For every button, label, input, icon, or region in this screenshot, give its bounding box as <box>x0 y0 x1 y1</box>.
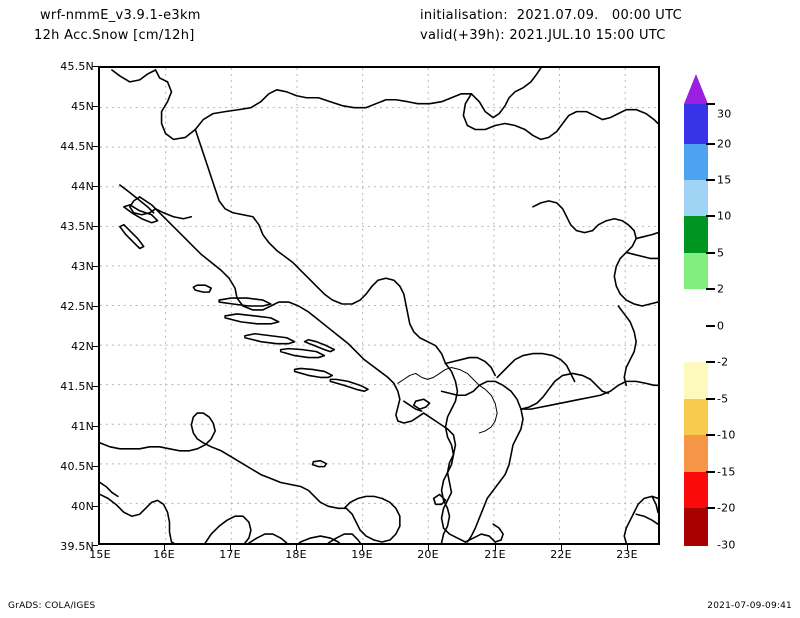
y-axis-tick <box>92 226 98 227</box>
render-timestamp: 2021-07-09-09:41 <box>707 601 792 611</box>
colorbar-tick <box>706 507 715 509</box>
colorbar-tick <box>706 103 715 105</box>
colorbar-segment-neg30-neg20 <box>684 508 708 546</box>
y-axis-tick <box>92 386 98 387</box>
y-axis-tick <box>92 146 98 147</box>
colorbar-segment-neg20-neg15 <box>684 472 708 508</box>
model-title: wrf-nmmE_v3.9.1-e3km <box>40 8 201 23</box>
y-axis-label-40N: 40N <box>71 500 94 513</box>
colorbar-tick <box>706 325 715 327</box>
map-canvas <box>100 68 658 543</box>
colorbar-segments <box>684 104 708 546</box>
x-axis-tick <box>296 545 297 551</box>
y-axis-label-45-5N: 45.5N <box>60 60 94 73</box>
colorbar-segment-10-15 <box>684 180 708 216</box>
colorbar[interactable]: 30 20 15 10 5 2 0 -2 -5 -10 -15 -20 -30 <box>684 66 735 551</box>
y-axis-label-42-5N: 42.5N <box>60 300 94 313</box>
y-axis-tick <box>92 466 98 467</box>
x-axis-tick <box>561 545 562 551</box>
colorbar-label-neg10: -10 <box>717 428 736 442</box>
colorbar-label-2: 2 <box>717 282 725 296</box>
x-axis-tick <box>362 545 363 551</box>
colorbar-segment-15-20 <box>684 144 708 180</box>
colorbar-segment-0-2 <box>684 289 708 326</box>
colorbar-tick <box>706 252 715 254</box>
y-axis-label-42N: 42N <box>71 340 94 353</box>
colorbar-segment-2-5 <box>684 253 708 289</box>
x-axis-label-23E: 23E <box>616 548 638 561</box>
y-axis-tick <box>92 186 98 187</box>
y-axis-tick <box>92 66 98 67</box>
colorbar-label-15: 15 <box>717 173 732 187</box>
x-axis-tick <box>627 545 628 551</box>
colorbar-label-30: 30 <box>717 107 732 121</box>
field-title: 12h Acc.Snow [cm/12h] <box>34 28 195 43</box>
x-axis-tick <box>230 545 231 551</box>
colorbar-label-20: 20 <box>717 137 732 151</box>
y-axis-label-43-5N: 43.5N <box>60 220 94 233</box>
colorbar-tick <box>706 143 715 145</box>
colorbar-label-5: 5 <box>717 246 725 260</box>
colorbar-tick <box>706 288 715 290</box>
y-axis-label-44N: 44N <box>71 180 94 193</box>
colorbar-label-neg5: -5 <box>717 392 729 406</box>
x-axis-label-21E: 21E <box>484 548 506 561</box>
colorbar-label-neg30: -30 <box>717 538 736 552</box>
x-axis-label-18E: 18E <box>285 548 307 561</box>
x-axis-label-17E: 17E <box>219 548 241 561</box>
y-axis-label-39-5N: 39.5N <box>60 540 94 553</box>
colorbar-arrow-top <box>684 74 708 104</box>
x-axis-label-22E: 22E <box>550 548 572 561</box>
colorbar-tick <box>706 434 715 436</box>
y-axis-tick <box>92 545 98 546</box>
y-axis-label-44-5N: 44.5N <box>60 140 94 153</box>
colorbar-tick <box>706 361 715 363</box>
y-axis-label-43N: 43N <box>71 260 94 273</box>
colorbar-tick <box>706 179 715 181</box>
colorbar-segment-neg15-neg10 <box>684 435 708 472</box>
map-gridlines <box>100 68 658 543</box>
colorbar-label-neg2: -2 <box>717 355 729 369</box>
colorbar-tick <box>706 398 715 400</box>
colorbar-tick <box>706 471 715 473</box>
x-axis-label-15E: 15E <box>89 548 111 561</box>
x-axis-label-16E: 16E <box>153 548 175 561</box>
colorbar-label-neg20: -20 <box>717 501 736 515</box>
y-axis-tick <box>92 266 98 267</box>
x-axis-tick <box>495 545 496 551</box>
header-right-block: initialisation: 2021.07.09. 00:00 UTC va… <box>420 6 780 46</box>
map-coastlines <box>100 68 658 543</box>
y-axis-tick <box>92 306 98 307</box>
y-axis-tick <box>92 346 98 347</box>
colorbar-segment-neg10-neg5 <box>684 399 708 435</box>
x-axis-tick <box>164 545 165 551</box>
colorbar-label-0: 0 <box>717 319 725 333</box>
colorbar-label-neg15: -15 <box>717 465 736 479</box>
y-axis-label-40-5N: 40.5N <box>60 460 94 473</box>
y-axis-tick <box>92 426 98 427</box>
x-axis-tick <box>428 545 429 551</box>
y-axis-label-41N: 41N <box>71 420 94 433</box>
map-plot-area[interactable] <box>98 66 660 545</box>
valid-time: valid(+39h): 2021.JUL.10 15:00 UTC <box>420 28 666 43</box>
initialisation-time: initialisation: 2021.07.09. 00:00 UTC <box>420 8 682 23</box>
colorbar-segment-5-10 <box>684 216 708 253</box>
y-axis-tick <box>92 506 98 507</box>
colorbar-segment-neg2-0 <box>684 326 708 362</box>
y-axis-label-45N: 45N <box>71 100 94 113</box>
header-left-block: wrf-nmmE_v3.9.1-e3km 12h Acc.Snow [cm/12… <box>34 6 364 46</box>
colorbar-segment-20-30 <box>684 104 708 144</box>
colorbar-tick <box>706 215 715 217</box>
grads-credit: GrADS: COLA/IGES <box>8 601 96 611</box>
colorbar-segment-neg5-neg2 <box>684 362 708 399</box>
y-axis-tick <box>92 106 98 107</box>
y-axis-label-41-5N: 41.5N <box>60 380 94 393</box>
colorbar-label-10: 10 <box>717 209 732 223</box>
x-axis-label-20E: 20E <box>417 548 439 561</box>
x-axis-label-19E: 19E <box>351 548 373 561</box>
